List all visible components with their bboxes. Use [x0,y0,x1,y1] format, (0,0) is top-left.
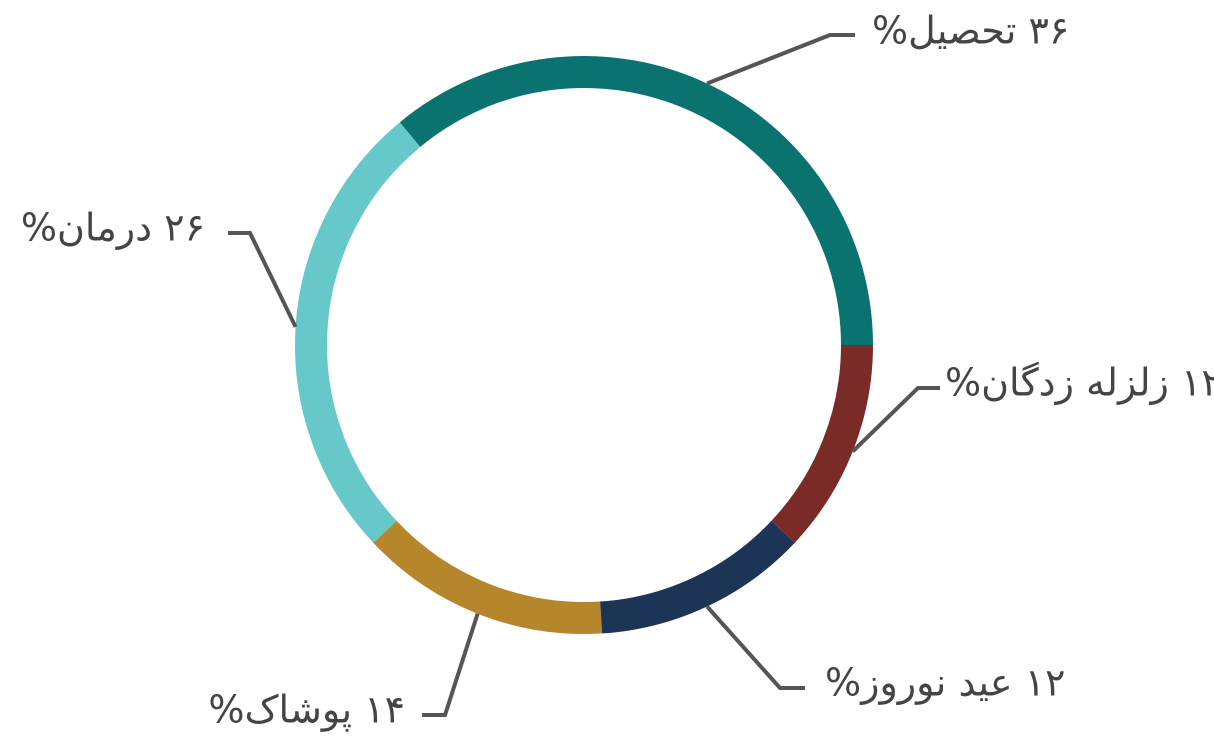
leader-line [422,613,480,717]
donut-segment [771,344,873,543]
leader-line [706,33,855,86]
leader-line [705,605,805,690]
donut-segment [399,56,873,346]
data-label: ۱۲ عید نوروز% [825,661,1065,706]
leader-line [851,386,940,453]
data-label: ۲۶ درمان% [21,206,205,250]
donut-segment [373,520,603,634]
leader-line [228,231,298,328]
donut-segment [295,122,421,543]
data-label: ۱۴ پوشاک% [208,688,405,733]
donut-segment [599,520,795,634]
data-label: ۱۲ زلزله زدگان% [945,361,1214,406]
data-label: ۳۶ تحصیل% [872,9,1069,53]
